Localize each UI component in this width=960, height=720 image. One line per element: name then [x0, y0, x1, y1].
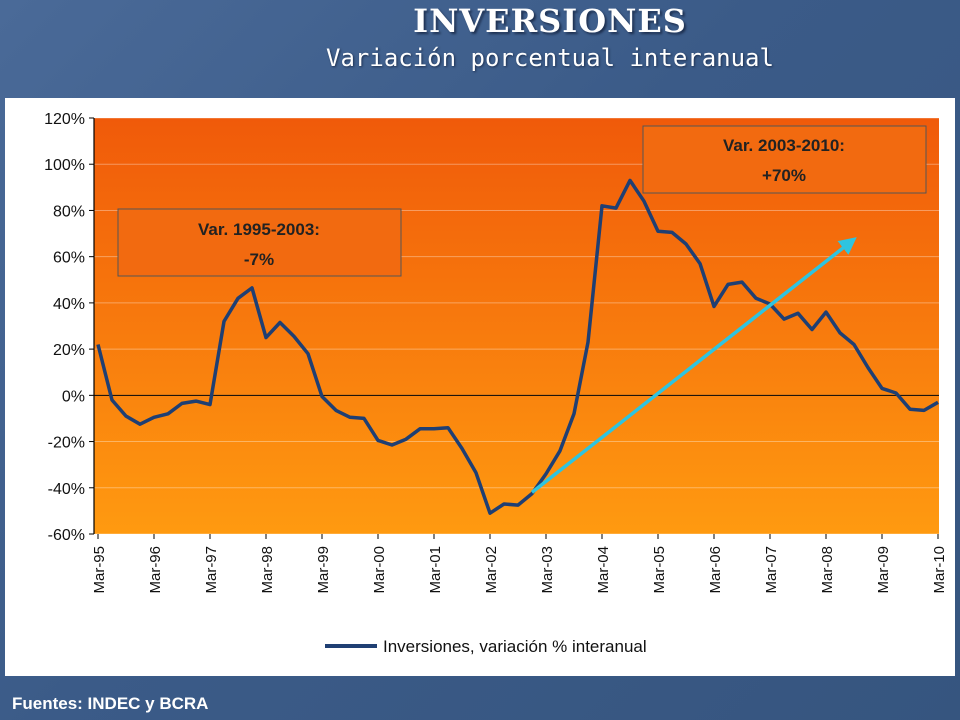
x-tick-label: Mar-06: [707, 546, 724, 594]
annotation-1995-2003-line2: -7%: [244, 250, 274, 269]
x-tick-label: Mar-01: [427, 546, 444, 594]
x-tick-label: Mar-96: [147, 546, 164, 594]
y-axis-ticks: 120% 100% 80% 60% 40% 20% 0% -20% -40% -60%: [44, 111, 94, 544]
y-tick-label: -40%: [48, 481, 85, 498]
x-tick-label: Mar-02: [483, 546, 500, 594]
x-tick-label: Mar-04: [595, 546, 612, 594]
x-tick-label: Mar-95: [91, 546, 108, 594]
annotation-2003-2010: Var. 2003-2010: +70%: [642, 125, 927, 194]
y-tick-label: 40%: [53, 296, 85, 313]
line-chart: 120% 100% 80% 60% 40% 20% 0% -20% -40% -60% Mar-9…: [44, 111, 948, 656]
axes: [93, 118, 939, 534]
slide-title: INVERSIONES: [413, 2, 687, 40]
x-tick-label: Mar-09: [875, 546, 892, 594]
x-tick-label: Mar-05: [651, 546, 668, 594]
series-layer: [96, 178, 939, 515]
chart-panel: 120% 100% 80% 60% 40% 20% 0% -20% -40% -60% Mar-9…: [5, 98, 955, 676]
annotation-2003-2010-line2: +70%: [762, 166, 806, 185]
x-tick-label: Mar-03: [539, 546, 556, 594]
y-tick-label: 60%: [53, 250, 85, 267]
series-line: [96, 178, 939, 515]
y-tick-label: 100%: [44, 157, 85, 174]
x-tick-label: Mar-07: [763, 546, 780, 594]
annotation-2003-2010-line1: Var. 2003-2010:: [723, 136, 845, 155]
x-tick-label: Mar-00: [371, 546, 388, 594]
y-tick-label: -20%: [48, 435, 85, 452]
y-tick-label: -60%: [48, 527, 85, 544]
y-tick-label: 120%: [44, 111, 85, 128]
x-tick-label: Mar-97: [203, 546, 220, 594]
x-tick-label: Mar-08: [819, 546, 836, 594]
annotation-1995-2003-line1: Var. 1995-2003:: [198, 220, 320, 239]
y-tick-label: 20%: [53, 342, 85, 359]
source-footer: Fuentes: INDEC y BCRA: [12, 694, 209, 713]
y-tick-label: 0%: [62, 388, 85, 405]
legend-label: Inversiones, variación % interanual: [383, 637, 647, 656]
legend: Inversiones, variación % interanual: [325, 637, 647, 656]
x-tick-label: Mar-98: [259, 546, 276, 594]
x-tick-label: Mar-99: [315, 546, 332, 594]
x-axis-ticks: Mar-95 Mar-96 Mar-97 Mar-98 Mar-99 Mar-00 Mar-…: [91, 534, 948, 594]
y-tick-label: 80%: [53, 203, 85, 220]
slide-subtitle: Variación porcentual interanual: [326, 44, 774, 72]
trend-arrow: [530, 237, 857, 494]
annotation-1995-2003: Var. 1995-2003: -7%: [117, 208, 402, 277]
x-tick-label: Mar-10: [931, 546, 948, 594]
